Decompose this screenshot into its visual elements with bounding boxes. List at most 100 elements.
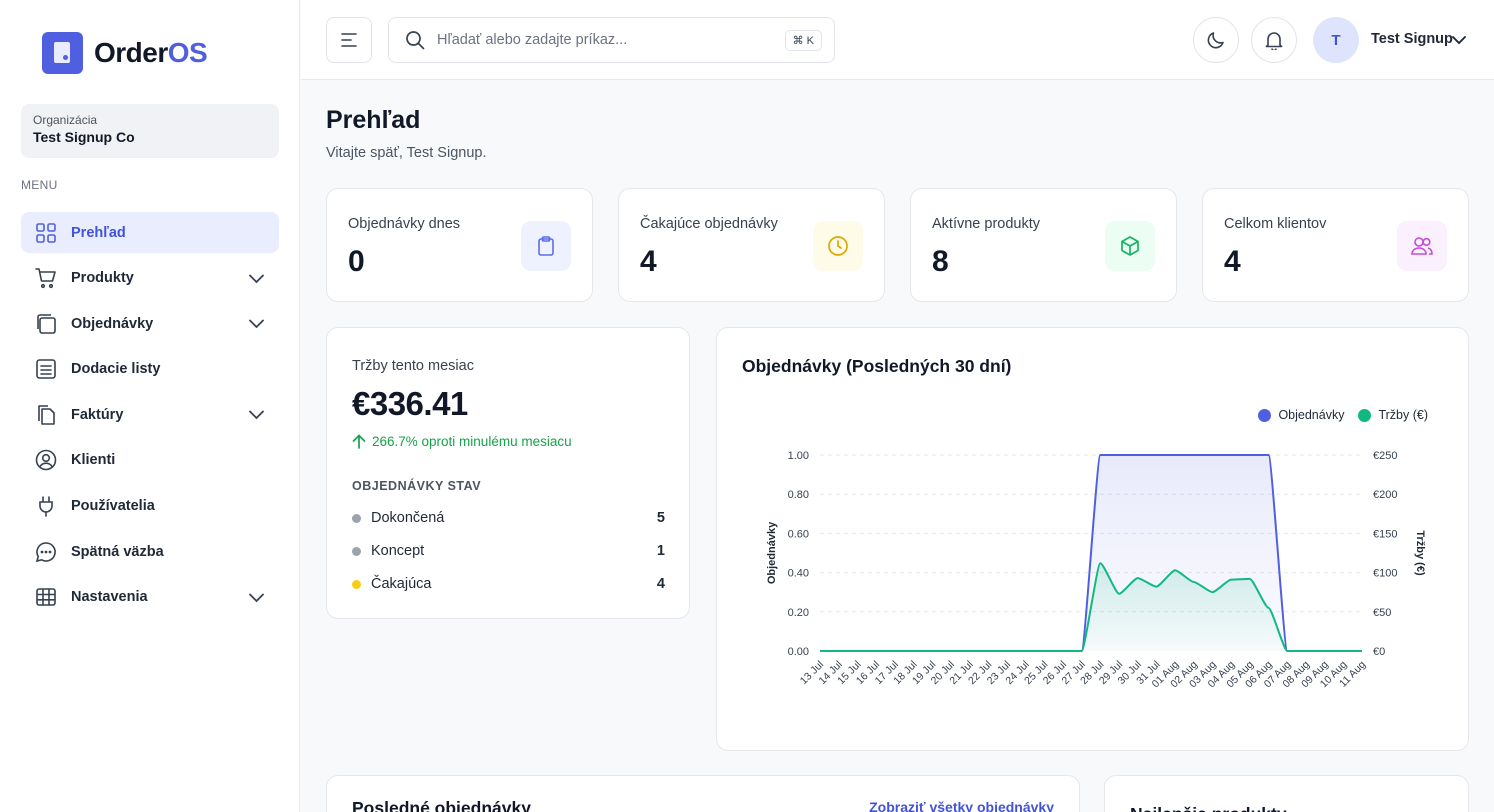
sidebar-item-spatna-vazba[interactable]: Spätná väzba	[21, 531, 279, 572]
stat-card-pending-orders: Čakajúce objednávky 4	[618, 188, 885, 302]
list-doc-icon	[35, 358, 57, 380]
org-name: Test Signup Co	[33, 129, 135, 145]
sidebar: OrderOS Organizácia Test Signup Co MENU …	[0, 0, 300, 812]
y2-axis-title: Tržby (€)	[1414, 530, 1426, 576]
status-label: Dokončená	[371, 510, 445, 526]
y-tick-label: 0.00	[788, 646, 809, 658]
sidebar-item-label: Nastavenia	[71, 589, 148, 606]
y2-tick-label: €250	[1373, 450, 1397, 462]
order-status-row: Dokončená 5	[352, 508, 665, 528]
topbar: ⌘ K T Test Signup	[301, 0, 1494, 80]
revenue-change: 266.7% oproti minulému mesiacu	[352, 434, 572, 449]
sidebar-item-pouzivatelia[interactable]: Používatelia	[21, 486, 279, 527]
chart-title: Objednávky (Posledných 30 dní)	[742, 356, 1012, 376]
status-dot	[352, 546, 361, 556]
legend-label: Objednávky	[1278, 408, 1345, 422]
view-all-orders-link[interactable]: Zobraziť všetky objednávky	[869, 799, 1054, 812]
recent-orders-card: Posledné objednávky Zobraziť všetky obje…	[326, 775, 1080, 812]
y-tick-label: 0.60	[788, 528, 809, 540]
revenue-change-text: 266.7% oproti minulému mesiacu	[372, 434, 572, 449]
cart-icon	[35, 267, 57, 289]
stat-label: Aktívne produkty	[932, 216, 1040, 232]
order-status-title: OBJEDNÁVKY STAV	[352, 479, 482, 493]
status-count: 4	[656, 576, 665, 592]
chevron-down-icon[interactable]	[248, 406, 265, 423]
sidebar-item-faktury[interactable]: Faktúry	[21, 394, 279, 435]
theme-toggle-button[interactable]	[1193, 17, 1239, 63]
status-label: Koncept	[371, 543, 425, 559]
chevron-down-icon[interactable]	[1451, 32, 1467, 48]
sidebar-item-label: Klienti	[71, 452, 116, 469]
sidebar-item-klienti[interactable]: Klienti	[21, 440, 279, 481]
user-name[interactable]: Test Signup	[1371, 31, 1453, 47]
page-title: Prehľad	[326, 106, 421, 134]
avatar[interactable]: T	[1313, 17, 1359, 63]
stat-value: 4	[640, 245, 657, 278]
chart-legend: Objednávky Tržby (€)	[1244, 408, 1428, 422]
y-tick-label: 0.40	[788, 568, 809, 580]
y-tick-label: 0.20	[788, 607, 809, 619]
sidebar-nav: Prehľad Produkty Objednávky Dodacie list…	[21, 212, 279, 622]
menu-title: MENU	[21, 178, 58, 192]
legend-item-orders[interactable]: Objednávky	[1258, 408, 1344, 422]
legend-item-revenue[interactable]: Tržby (€)	[1358, 408, 1428, 422]
y2-tick-label: €50	[1373, 607, 1391, 619]
legend-dot	[1358, 408, 1372, 422]
sidebar-item-label: Prehľad	[71, 224, 126, 241]
y2-tick-label: €150	[1373, 528, 1397, 540]
notifications-button[interactable]	[1251, 17, 1297, 63]
sidebar-item-dodacie-listy[interactable]: Dodacie listy	[21, 349, 279, 390]
recent-orders-title: Posledné objednávky	[352, 798, 531, 812]
menu-toggle-button[interactable]	[326, 17, 372, 63]
order-status-row: Koncept 1	[352, 541, 665, 561]
chat-icon	[35, 541, 57, 563]
legend-dot	[1258, 408, 1272, 422]
page-subtitle: Vitajte späť, Test Signup.	[326, 145, 487, 161]
sidebar-item-produkty[interactable]: Produkty	[21, 258, 279, 299]
search-input[interactable]	[437, 32, 785, 48]
revenue-value: €336.41	[352, 385, 468, 422]
legend-label: Tržby (€)	[1378, 408, 1428, 422]
series-line-revenue	[820, 562, 1362, 652]
status-label: Čakajúca	[371, 576, 432, 592]
grid-icon	[35, 222, 57, 244]
search-bar[interactable]: ⌘ K	[388, 17, 835, 63]
plug-icon	[35, 495, 57, 517]
revenue-card: Tržby tento mesiac €336.41 266.7% oproti…	[326, 327, 690, 619]
sidebar-item-label: Dodacie listy	[71, 361, 161, 378]
sidebar-item-nastavenia[interactable]: Nastavenia	[21, 577, 279, 618]
y2-tick-label: €200	[1373, 489, 1397, 501]
status-dot	[352, 579, 361, 589]
stat-value: 4	[1224, 245, 1241, 278]
logo-icon	[42, 32, 83, 74]
arrow-up-icon	[352, 434, 366, 449]
chevron-down-icon[interactable]	[248, 315, 265, 332]
files-icon	[35, 404, 57, 426]
sidebar-item-objednavky[interactable]: Objednávky	[21, 303, 279, 344]
stat-card-total-clients: Celkom klientov 4	[1202, 188, 1469, 302]
orders-chart-card: Objednávky (Posledných 30 dní) Objednávk…	[716, 327, 1469, 751]
top-products-card: Najlepšie produkty	[1104, 775, 1469, 812]
bell-icon	[1265, 32, 1283, 50]
stat-value: 0	[348, 245, 365, 278]
stat-card-orders-today: Objednávky dnes 0	[326, 188, 593, 302]
chevron-down-icon[interactable]	[248, 270, 265, 287]
y-tick-label: 0.80	[788, 489, 809, 501]
chevron-down-icon[interactable]	[248, 589, 265, 606]
search-icon	[406, 31, 425, 50]
sidebar-item-prehlad[interactable]: Prehľad	[21, 212, 279, 253]
box-icon	[1105, 221, 1155, 271]
revenue-label: Tržby tento mesiac	[352, 358, 474, 374]
moon-icon	[1207, 32, 1224, 49]
logo-text: OrderOS	[94, 37, 208, 68]
stat-value: 8	[932, 245, 949, 278]
sidebar-item-label: Produkty	[71, 270, 134, 287]
status-count: 1	[656, 543, 665, 559]
status-dot	[352, 513, 361, 523]
logo[interactable]: OrderOS	[42, 32, 208, 74]
y2-tick-label: €100	[1373, 568, 1397, 580]
org-switcher[interactable]: Organizácia Test Signup Co	[21, 104, 279, 158]
stat-card-active-products: Aktívne produkty 8	[910, 188, 1177, 302]
menu-icon	[341, 33, 357, 47]
search-shortcut-badge: ⌘ K	[784, 29, 822, 51]
